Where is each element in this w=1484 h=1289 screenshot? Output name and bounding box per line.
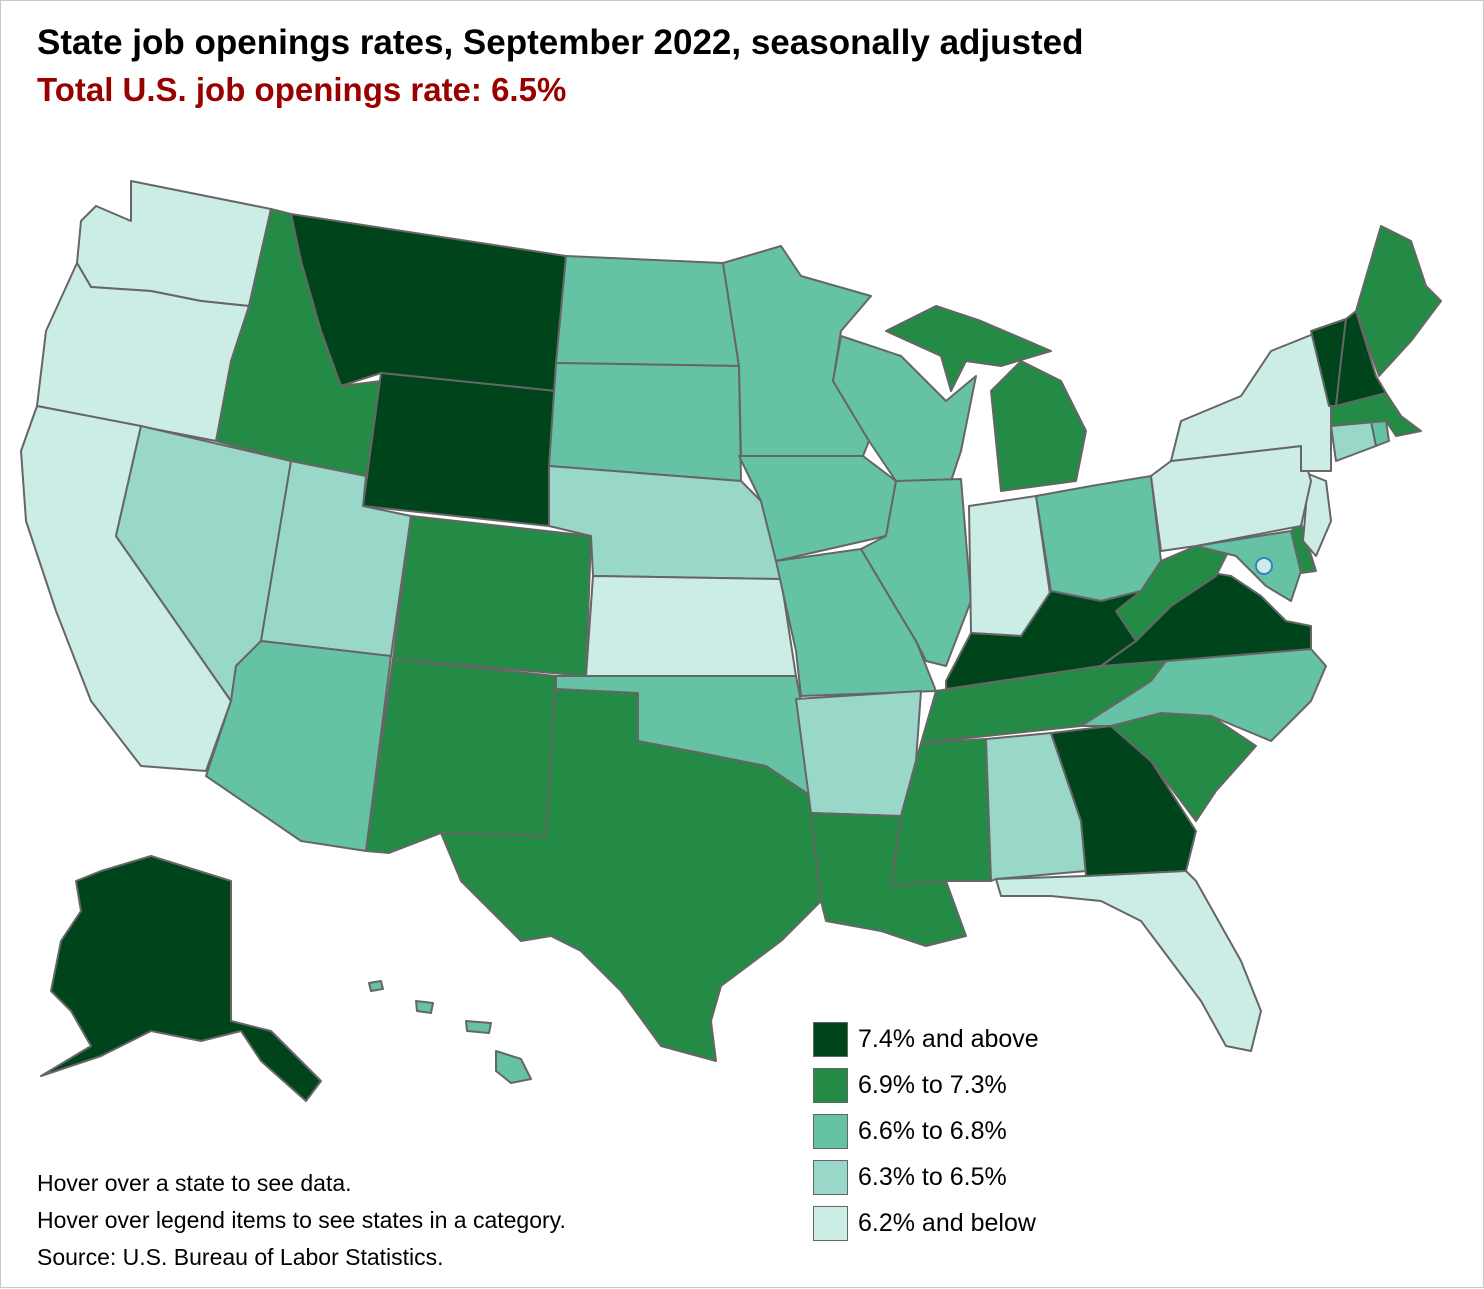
state-fl[interactable] [995,870,1262,1052]
notes: Hover over a state to see data. Hover ov… [37,1168,566,1279]
state-ar[interactable] [795,690,922,817]
state-co[interactable] [392,515,592,677]
state-il[interactable] [860,478,972,667]
state-ma[interactable] [1330,392,1422,437]
source-note: Source: U.S. Bureau of Labor Statistics. [37,1244,444,1270]
state-hi[interactable] [368,980,532,1084]
legend-label: 6.2% and below [858,1208,1036,1237]
state-wi[interactable] [832,335,977,482]
legend-item[interactable]: 6.3% to 6.5% [813,1154,1039,1200]
legend-item[interactable]: 7.4% and above [813,1016,1039,1062]
chart-title: State job openings rates, September 2022… [37,23,1084,62]
legend-swatch [813,1021,848,1057]
legend-label: 6.6% to 6.8% [858,1116,1007,1145]
legend-item[interactable]: 6.2% and below [813,1200,1039,1246]
state-wv[interactable] [1115,545,1232,642]
legend-swatch [813,1159,848,1195]
legend-swatch [813,1205,848,1241]
state-az[interactable] [205,640,392,852]
legend-swatch [813,1067,848,1103]
hover-legend-note: Hover over legend items to see states in… [37,1207,566,1233]
state-dc[interactable] [1255,557,1273,575]
legend-item[interactable]: 6.6% to 6.8% [813,1108,1039,1154]
legend-label: 6.3% to 6.5% [858,1162,1007,1191]
state-oh[interactable] [1035,475,1162,602]
legend-label: 6.9% to 7.3% [858,1070,1007,1099]
state-ny[interactable] [1170,330,1332,472]
legend-item[interactable]: 6.9% to 7.3% [813,1062,1039,1108]
state-me[interactable] [1355,225,1442,377]
state-sd[interactable] [548,362,742,482]
state-ok[interactable] [555,675,812,797]
state-nd[interactable] [555,255,740,367]
state-mi[interactable] [885,305,1087,492]
hover-state-note: Hover over a state to see data. [37,1170,352,1196]
chart-subtitle: Total U.S. job openings rate: 6.5% [37,71,567,108]
legend-swatch [813,1113,848,1149]
state-ak[interactable] [40,855,322,1102]
legend-label: 7.4% and above [858,1024,1039,1053]
state-ct[interactable] [1330,420,1377,462]
state-mt[interactable] [290,213,567,392]
state-wy[interactable] [362,372,557,527]
legend: 7.4% and above 6.9% to 7.3% 6.6% to 6.8%… [813,1016,1039,1246]
state-nm[interactable] [365,658,557,854]
state-ks[interactable] [585,575,797,677]
